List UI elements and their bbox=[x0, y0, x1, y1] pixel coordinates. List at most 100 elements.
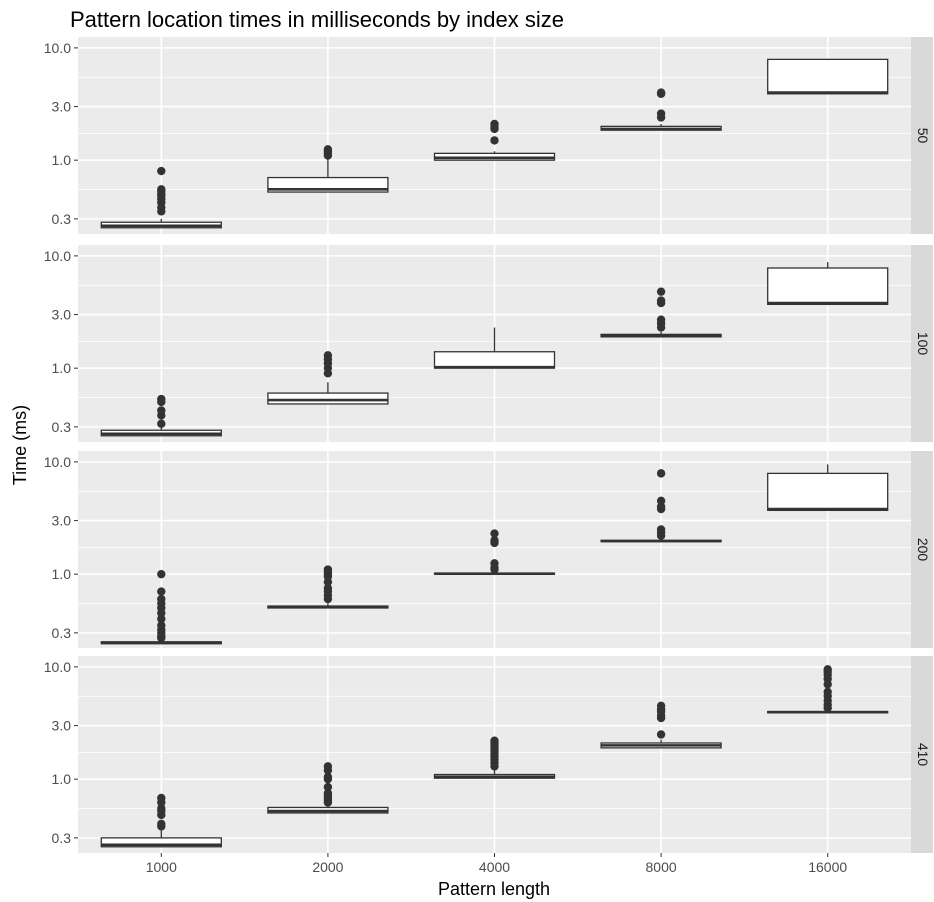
outlier-point bbox=[157, 587, 166, 596]
outlier-point bbox=[656, 701, 666, 711]
y-tick-label: 0.3 bbox=[52, 419, 72, 435]
outlier-point bbox=[323, 782, 333, 792]
outlier-point bbox=[323, 351, 333, 360]
facet-strip bbox=[911, 451, 933, 648]
facet-panels: 0.3 1.0 3.0 10.0 50 0.3 1.0 3.0 10.0 100 0.3 1.0 3.0… bbox=[44, 37, 933, 875]
facet-strip-label: 200 bbox=[915, 538, 931, 562]
outlier-point bbox=[656, 469, 666, 478]
facet-strip bbox=[911, 656, 933, 853]
outlier-point bbox=[157, 569, 166, 579]
outlier-point bbox=[656, 525, 666, 534]
x-axis-title: Pattern length bbox=[438, 879, 550, 899]
box-8000 bbox=[600, 88, 722, 131]
outlier-point bbox=[490, 529, 499, 538]
box-body bbox=[100, 837, 222, 848]
y-tick-label: 10.0 bbox=[44, 40, 71, 56]
box-8000 bbox=[600, 469, 722, 543]
outlier-point bbox=[656, 496, 666, 506]
facet-strip-label: 410 bbox=[915, 743, 931, 767]
box-body bbox=[433, 351, 556, 369]
box-16000 bbox=[767, 464, 889, 512]
outlier-point bbox=[656, 502, 666, 511]
box-1000 bbox=[100, 793, 222, 848]
outlier-point bbox=[323, 788, 333, 798]
outlier-point bbox=[656, 88, 666, 97]
facet-panel: 0.3 1.0 3.0 10.0 200 bbox=[44, 451, 933, 648]
box-2000 bbox=[267, 565, 389, 609]
box-2000 bbox=[267, 145, 389, 193]
x-tick-label: 1000 bbox=[146, 859, 177, 875]
x-tick-label: 8000 bbox=[646, 859, 677, 875]
facet-strip-label: 100 bbox=[915, 332, 931, 356]
facet-strip bbox=[911, 37, 933, 234]
outlier-point bbox=[823, 687, 832, 696]
box-1000 bbox=[100, 569, 222, 645]
box-8000 bbox=[600, 701, 722, 749]
y-tick-label: 10.0 bbox=[44, 248, 71, 264]
y-tick-label: 0.3 bbox=[52, 211, 72, 227]
box-1000 bbox=[100, 394, 222, 437]
outlier-point bbox=[490, 536, 499, 545]
facet-strip-label: 50 bbox=[915, 128, 931, 144]
box-4000 bbox=[433, 529, 556, 575]
outlier-point bbox=[323, 145, 333, 154]
box-4000 bbox=[433, 736, 556, 779]
box-body bbox=[767, 472, 889, 512]
facet-strip bbox=[911, 245, 933, 442]
outlier-point bbox=[323, 583, 333, 593]
outlier-point bbox=[656, 296, 666, 305]
outlier-point bbox=[157, 804, 166, 813]
box-16000 bbox=[767, 665, 889, 714]
outlier-point bbox=[656, 730, 666, 739]
outlier-point bbox=[490, 136, 499, 145]
y-tick-label: 1.0 bbox=[52, 360, 72, 376]
y-tick-label: 3.0 bbox=[52, 513, 72, 529]
box-2000 bbox=[267, 351, 389, 405]
outlier-point bbox=[823, 665, 832, 674]
box-body bbox=[267, 392, 389, 405]
outlier-point bbox=[157, 594, 166, 604]
outlier-point bbox=[157, 394, 166, 404]
y-tick-label: 3.0 bbox=[52, 718, 72, 734]
x-tick-label: 16000 bbox=[808, 859, 847, 875]
outlier-point bbox=[157, 419, 166, 428]
box-8000 bbox=[600, 287, 722, 338]
outlier-point bbox=[157, 166, 166, 176]
facet-panel: 0.3 1.0 3.0 10.0 100 bbox=[44, 245, 933, 442]
y-tick-label: 0.3 bbox=[52, 830, 72, 846]
outlier-point bbox=[157, 406, 166, 415]
outlier-point bbox=[157, 621, 166, 630]
outlier-point bbox=[323, 565, 333, 574]
outlier-point bbox=[157, 793, 166, 803]
box-2000 bbox=[267, 762, 389, 814]
outlier-point bbox=[656, 287, 666, 296]
chart-title: Pattern location times in milliseconds b… bbox=[70, 7, 564, 32]
box-body bbox=[767, 267, 889, 306]
outlier-point bbox=[490, 736, 499, 745]
facet-panel: 0.3 1.0 3.0 10.0 410 bbox=[44, 656, 933, 853]
outlier-point bbox=[323, 772, 333, 781]
facet-panel: 0.3 1.0 3.0 10.0 50 bbox=[44, 37, 933, 234]
box-body bbox=[767, 58, 889, 95]
y-tick-label: 10.0 bbox=[44, 454, 71, 470]
box-16000 bbox=[767, 58, 889, 95]
box-4000 bbox=[433, 119, 556, 161]
outlier-point bbox=[490, 119, 499, 129]
y-tick-label: 1.0 bbox=[52, 152, 72, 168]
outlier-point bbox=[157, 819, 166, 829]
y-tick-label: 1.0 bbox=[52, 771, 72, 787]
box-4000 bbox=[433, 327, 556, 369]
x-tick-label: 2000 bbox=[312, 859, 343, 875]
outlier-point bbox=[490, 559, 499, 568]
y-tick-label: 10.0 bbox=[44, 659, 71, 675]
outlier-point bbox=[323, 762, 333, 771]
x-tick-label: 4000 bbox=[479, 859, 510, 875]
outlier-point bbox=[157, 185, 166, 194]
outlier-point bbox=[656, 109, 666, 118]
y-axis-title: Time (ms) bbox=[10, 405, 30, 485]
outlier-point bbox=[157, 614, 166, 624]
y-tick-label: 3.0 bbox=[52, 307, 72, 323]
y-tick-label: 0.3 bbox=[52, 625, 72, 641]
y-tick-label: 1.0 bbox=[52, 566, 72, 582]
